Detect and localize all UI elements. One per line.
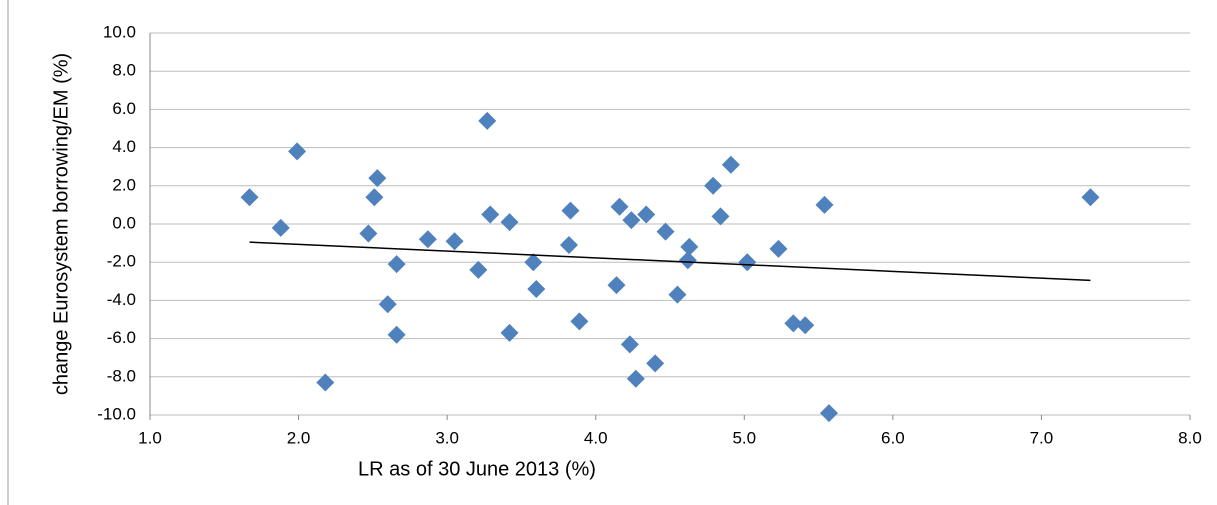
point	[769, 239, 788, 258]
point	[711, 207, 730, 226]
point	[288, 142, 307, 161]
point	[819, 404, 838, 423]
point	[240, 188, 259, 207]
point	[500, 213, 519, 232]
point	[721, 155, 740, 174]
point	[637, 205, 656, 224]
x-axis-label: LR as of 30 June 2013 (%)	[358, 458, 596, 480]
y-tick-label: -10.0	[97, 404, 136, 423]
point	[378, 295, 397, 314]
point	[478, 111, 497, 130]
point	[1081, 188, 1100, 207]
point	[626, 369, 645, 388]
point	[500, 323, 519, 342]
y-tick-label: -8.0	[107, 366, 136, 385]
point	[359, 224, 378, 243]
point	[607, 276, 626, 295]
y-tick-label: -6.0	[107, 328, 136, 347]
x-tick-label: 8.0	[1178, 428, 1202, 447]
x-tick-label: 1.0	[138, 428, 162, 447]
point	[524, 253, 543, 272]
point	[656, 222, 675, 241]
point	[784, 314, 803, 333]
point	[368, 169, 387, 188]
point	[527, 279, 546, 298]
point	[387, 325, 406, 344]
y-axis-label: change Eurosystem borrowing/EM (%)	[50, 53, 72, 395]
point	[418, 230, 437, 249]
point	[704, 176, 723, 195]
x-tick-label: 3.0	[435, 428, 459, 447]
x-tick-label: 5.0	[732, 428, 756, 447]
y-tick-label: 10.0	[103, 22, 136, 41]
point	[559, 236, 578, 255]
point	[738, 253, 757, 272]
point	[796, 316, 815, 335]
y-tick-label: 4.0	[112, 137, 136, 156]
point	[365, 188, 384, 207]
point	[610, 197, 629, 216]
point	[445, 232, 464, 251]
x-tick-label: 4.0	[584, 428, 608, 447]
y-tick-label: 2.0	[112, 175, 136, 194]
x-tick-label: 2.0	[287, 428, 311, 447]
y-tick-label: 6.0	[112, 99, 136, 118]
point	[646, 354, 665, 373]
point	[316, 373, 335, 392]
point	[469, 260, 488, 279]
point	[481, 205, 500, 224]
point	[387, 255, 406, 274]
y-tick-label: -4.0	[107, 290, 136, 309]
trendline	[249, 241, 1091, 282]
point	[570, 312, 589, 331]
point	[815, 195, 834, 214]
y-tick-label: 8.0	[112, 61, 136, 80]
y-tick-label: 0.0	[112, 213, 136, 232]
x-tick-label: 7.0	[1030, 428, 1054, 447]
y-tick-label: -2.0	[107, 252, 136, 271]
point	[561, 201, 580, 220]
point	[622, 211, 641, 230]
x-tick-label: 6.0	[881, 428, 905, 447]
point	[620, 335, 639, 354]
point	[680, 237, 699, 256]
point	[668, 285, 687, 304]
point	[678, 251, 697, 270]
point	[271, 218, 290, 237]
